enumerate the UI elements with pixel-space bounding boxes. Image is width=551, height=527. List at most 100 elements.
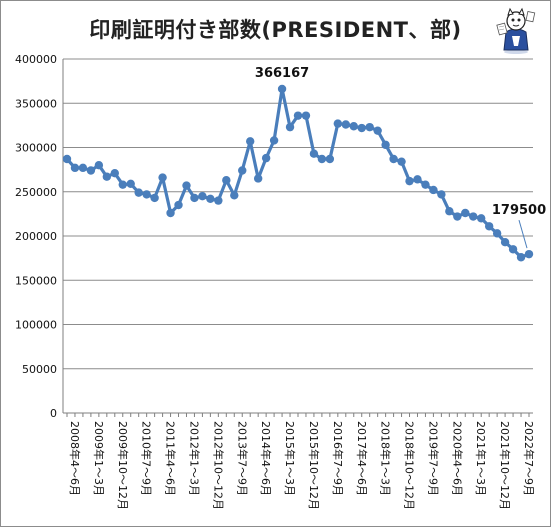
data-point (405, 176, 414, 186)
x-tick-label: 2018年1～3月 (379, 421, 393, 496)
data-point (469, 212, 478, 221)
data-point (524, 249, 534, 259)
data-point (158, 173, 167, 182)
data-point (325, 154, 335, 164)
data-point (413, 175, 422, 184)
x-tick-label: 2019年7～9月 (426, 421, 440, 496)
x-tick-label: 2012年10～12月 (211, 421, 225, 510)
y-tick-label: 150000 (15, 274, 57, 287)
data-point (222, 176, 231, 185)
data-point (214, 196, 223, 205)
data-point (293, 111, 303, 120)
data-point (492, 229, 502, 238)
x-tick-label: 2014年4～6月 (259, 421, 273, 496)
data-point (118, 180, 127, 189)
y-tick-label: 300000 (15, 142, 57, 155)
data-point (309, 149, 319, 158)
data-point (421, 180, 430, 189)
data-point (150, 193, 159, 203)
y-tick-label: 350000 (15, 97, 57, 110)
data-point (94, 161, 104, 170)
data-point (357, 123, 366, 133)
y-tick-label: 100000 (15, 319, 57, 332)
mascot-character-icon (496, 7, 536, 54)
data-point (429, 185, 438, 195)
data-point (373, 126, 382, 135)
x-tick-label: 2020年4～6月 (450, 421, 464, 496)
x-tick-label: 2012年1～3月 (187, 421, 201, 496)
series-line (62, 84, 534, 262)
x-tick-label: 2016年7～9月 (331, 421, 345, 496)
x-tick-label: 2022年7～9月 (522, 421, 536, 496)
data-point (261, 153, 271, 163)
x-tick-labels: 2008年4～6月 2009年1～3月 2009年10～12月 2010年7～9月 20… (68, 421, 536, 510)
data-point (62, 154, 72, 164)
x-tick-label: 2008年4～6月 (68, 421, 82, 496)
data-point (134, 188, 143, 197)
data-point (389, 154, 398, 164)
data-point (508, 245, 518, 254)
data-point (445, 207, 454, 216)
x-tick-label: 2015年1～3月 (283, 421, 297, 496)
axes (62, 59, 533, 417)
y-tick-labels: 0 50000 100000 150000 200000 250000 300000 3500… (15, 53, 57, 420)
data-point (174, 200, 183, 210)
data-label: 179500 (492, 203, 546, 218)
data-point (182, 181, 191, 190)
data-point (70, 163, 80, 173)
y-tick-label: 50000 (22, 363, 57, 376)
x-tick-label: 2021年1～3月 (474, 421, 488, 496)
data-point (500, 237, 510, 247)
data-point (269, 136, 279, 145)
data-point (277, 84, 287, 94)
chart-title: 印刷証明付き部数(PRESIDENT、部) (89, 18, 462, 42)
y-tick-label: 200000 (15, 230, 57, 243)
data-point (230, 191, 239, 200)
data-point (206, 194, 215, 204)
data-labels: 366167 179500 (255, 66, 546, 249)
data-point (78, 163, 88, 173)
data-point (516, 253, 526, 262)
data-point (246, 137, 255, 146)
data-point (477, 214, 486, 223)
x-tick-label: 2021年10～12月 (498, 421, 512, 510)
data-point (285, 122, 295, 132)
data-point (301, 111, 311, 120)
data-point (86, 166, 96, 175)
y-tick-label: 250000 (15, 186, 57, 199)
data-point (110, 168, 119, 178)
x-tick-label: 2013年7～9月 (235, 421, 249, 496)
data-point (102, 172, 112, 181)
data-point (190, 193, 199, 203)
data-point (238, 166, 247, 175)
data-point (381, 140, 390, 150)
data-point (461, 208, 470, 218)
data-point (198, 191, 207, 201)
data-point (437, 190, 446, 199)
x-tick-label: 2018年10～12月 (403, 421, 417, 510)
x-tick-label: 2009年10～12月 (116, 421, 130, 510)
x-tick-label: 2009年1～3月 (92, 421, 106, 496)
x-tick-label: 2017年4～6月 (355, 421, 369, 496)
x-tick-label: 2015年10～12月 (307, 421, 321, 510)
data-point (126, 179, 135, 188)
data-point (397, 157, 406, 166)
data-point (142, 190, 151, 199)
data-point (484, 222, 494, 231)
y-tick-label: 0 (50, 407, 57, 420)
data-label-leader (518, 220, 528, 249)
data-point (453, 212, 462, 221)
data-point (166, 208, 175, 218)
x-tick-label: 2011年4～6月 (164, 421, 178, 496)
x-tick-label: 2010年7～9月 (140, 421, 154, 496)
data-point (349, 122, 358, 131)
data-point (333, 119, 343, 128)
data-point (317, 154, 327, 164)
data-point (341, 120, 350, 129)
data-point (253, 174, 263, 183)
data-point (365, 122, 374, 132)
data-label: 366167 (255, 66, 309, 81)
y-tick-label: 400000 (15, 53, 57, 66)
